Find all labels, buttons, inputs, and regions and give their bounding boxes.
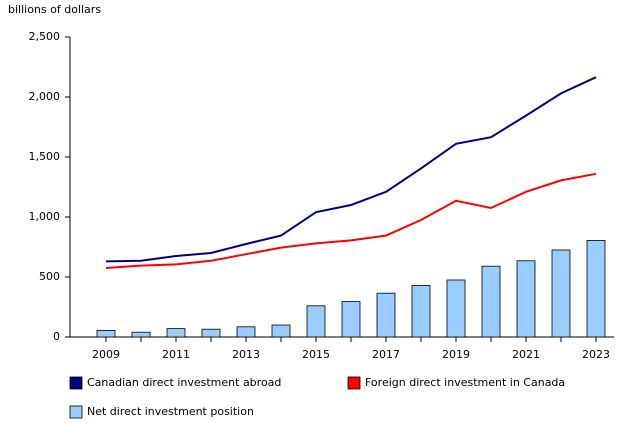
legend-label: Foreign direct investment in Canada [365, 376, 565, 389]
y-tick-label: 500 [39, 270, 60, 283]
bar [516, 260, 536, 338]
bar [411, 284, 431, 338]
legend-label: Net direct investment position [87, 405, 254, 418]
bar [166, 328, 186, 338]
bar [341, 301, 361, 338]
bar [131, 331, 151, 338]
legend-swatch [69, 405, 83, 419]
x-tick-label: 2019 [442, 348, 470, 361]
bar [236, 326, 256, 338]
y-tick-label: 1,500 [29, 150, 61, 163]
x-tick-label: 2015 [302, 348, 330, 361]
legend-swatch [69, 376, 83, 390]
bar [551, 249, 571, 338]
x-tick-label: 2009 [92, 348, 120, 361]
bar [586, 239, 606, 338]
legend-swatch [347, 376, 361, 390]
y-axis-label: billions of dollars [8, 3, 101, 16]
y-tick-label: 1,000 [29, 210, 61, 223]
bar [271, 324, 291, 338]
y-tick-label: 2,000 [29, 90, 61, 103]
bar [376, 292, 396, 338]
x-tick-label: 2013 [232, 348, 260, 361]
y-tick-label: 2,500 [29, 30, 61, 43]
x-tick-label: 2011 [162, 348, 190, 361]
bar [446, 279, 466, 338]
line [105, 76, 597, 263]
bar [201, 328, 221, 338]
bar [481, 265, 501, 338]
x-tick-label: 2023 [582, 348, 610, 361]
line [105, 172, 597, 269]
bar [306, 305, 326, 338]
bar [96, 329, 116, 338]
y-tick-label: 0 [53, 330, 60, 343]
x-tick-label: 2017 [372, 348, 400, 361]
legend-label: Canadian direct investment abroad [87, 376, 281, 389]
x-tick-label: 2021 [512, 348, 540, 361]
